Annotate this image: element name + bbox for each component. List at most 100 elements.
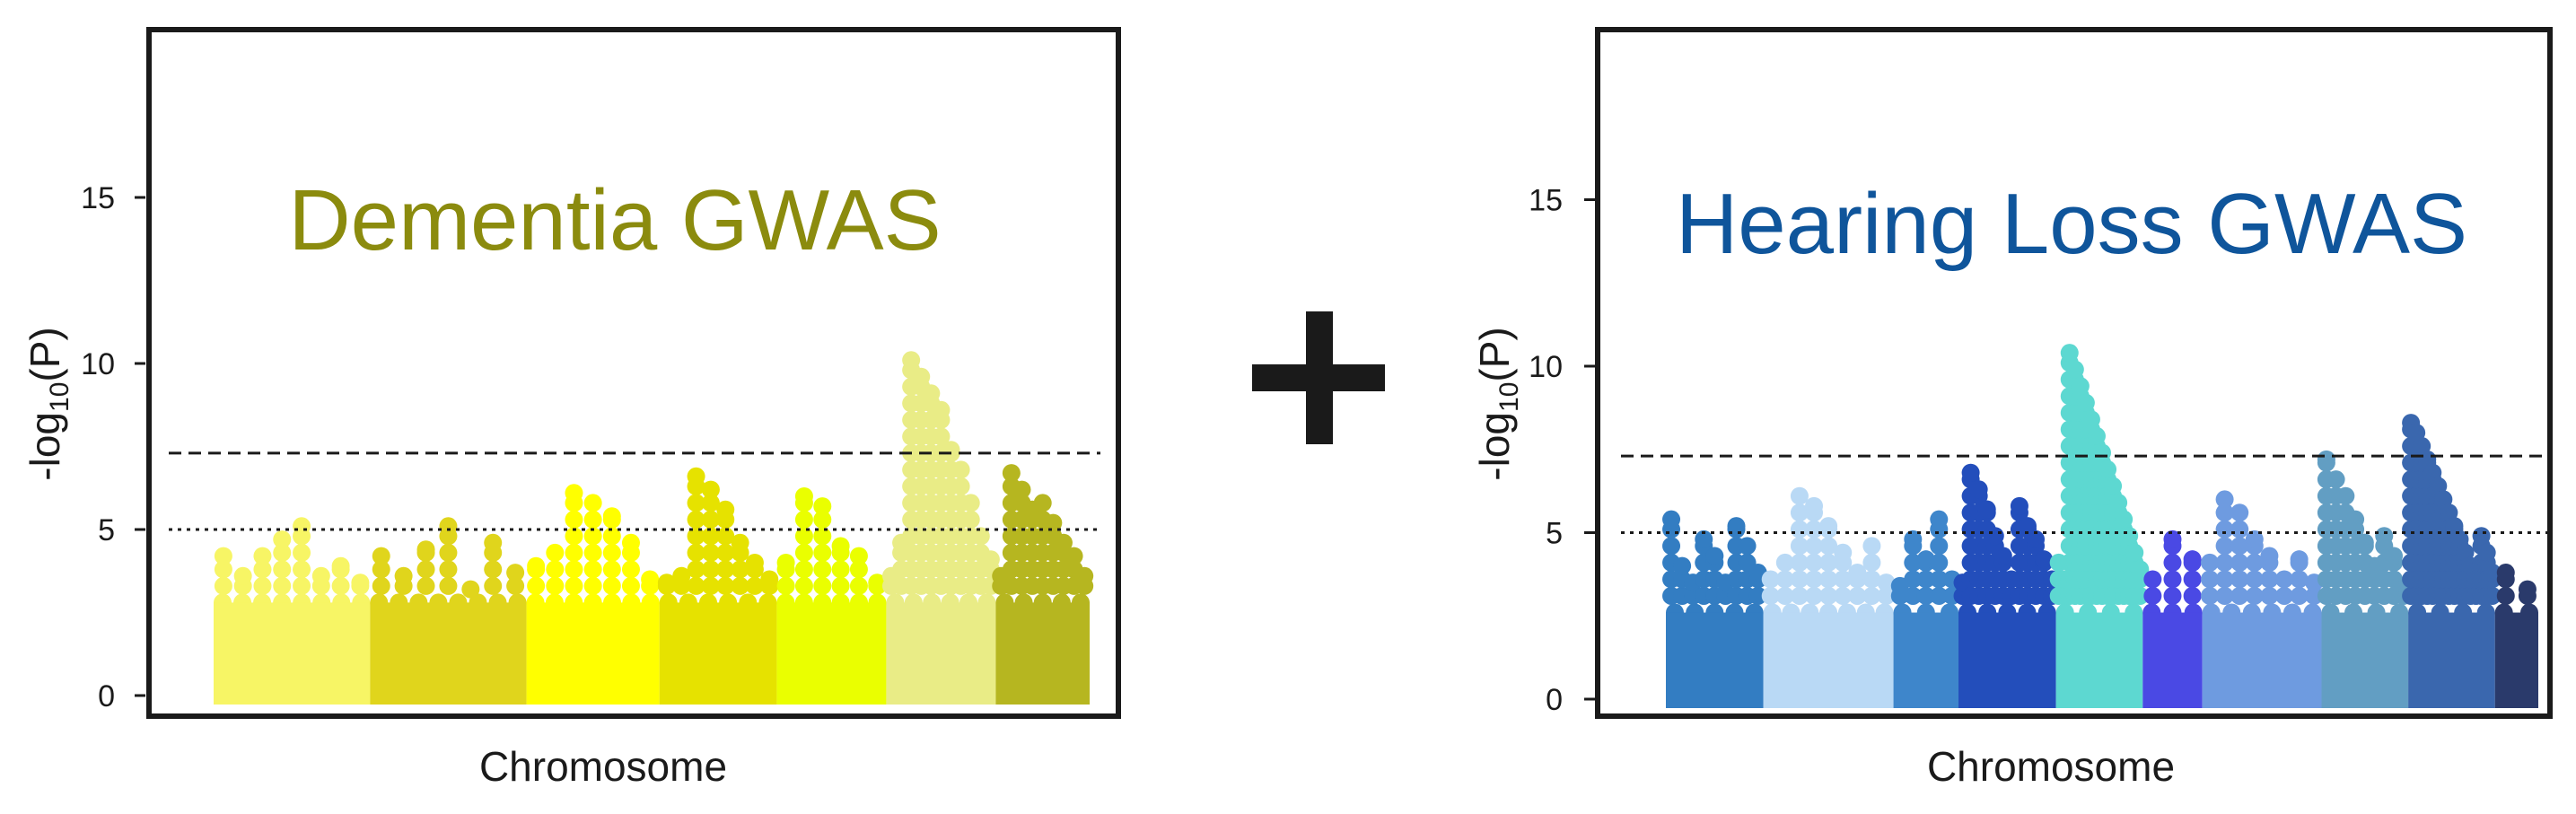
snp-point — [731, 560, 749, 579]
snp-point — [813, 510, 832, 529]
chromosome-3-block — [1893, 612, 1959, 708]
y-tick-label: 10 — [81, 347, 115, 381]
snp-point — [583, 494, 602, 512]
snp-point — [461, 580, 480, 599]
chromosome-1-block — [1666, 612, 1764, 708]
snp-point — [2215, 503, 2234, 522]
snp-point — [716, 560, 735, 579]
plot-frame — [146, 27, 1121, 719]
chart-title: Dementia GWAS — [288, 172, 941, 268]
snp-point — [2477, 543, 2496, 562]
y-tick-label: 0 — [1546, 683, 1563, 717]
snp-point — [961, 510, 980, 529]
chromosome-4-block — [659, 602, 777, 705]
snp-point — [214, 560, 232, 579]
snp-point — [253, 547, 272, 565]
snp-point — [439, 543, 458, 562]
manhattan-plot-dementia: 0 5 10 15 -log10(P) Chromosome Dementia GWAS — [22, 27, 1121, 790]
snp-point — [2143, 570, 2162, 589]
snp-point — [813, 527, 832, 546]
snp-point — [1819, 586, 1838, 605]
snp-point — [1877, 586, 1896, 605]
snp-point — [813, 543, 832, 562]
snp-point — [253, 560, 272, 579]
snp-point — [331, 576, 350, 595]
snp-point — [565, 527, 583, 546]
snp-point — [813, 497, 832, 516]
snp-point — [687, 510, 705, 529]
snp-point — [2018, 517, 2037, 536]
snp-point — [1834, 570, 1853, 589]
snp-point — [2143, 586, 2162, 605]
snp-point — [1790, 537, 1809, 556]
snp-point — [1961, 463, 1980, 482]
chromosome-1-block — [214, 602, 371, 705]
snp-point — [794, 527, 813, 546]
snp-point — [1862, 586, 1881, 605]
snp-point — [484, 560, 503, 579]
snp-point — [583, 576, 602, 595]
snp-point — [2245, 553, 2264, 572]
snp-point — [2035, 550, 2054, 569]
snp-point — [942, 441, 960, 460]
snp-point — [565, 576, 583, 595]
snp-point — [372, 576, 390, 595]
snp-point — [2230, 537, 2249, 556]
snp-point — [981, 550, 1000, 569]
snp-point — [641, 570, 660, 589]
snp-point — [233, 566, 252, 585]
snp-point — [2183, 586, 2202, 605]
snp-point — [2230, 503, 2249, 522]
snp-point — [621, 560, 640, 579]
snp-point — [2518, 580, 2537, 599]
snp-point — [794, 510, 813, 529]
snp-point — [1904, 570, 1923, 589]
manhattan-plot-hearing-loss: 0 5 10 15 -log10(P) Chromosome Hearing Loss GW… — [1471, 27, 2553, 790]
snp-point — [2010, 496, 2028, 515]
snp-point — [2200, 586, 2219, 605]
snp-point — [2163, 586, 2182, 605]
snp-point — [716, 543, 735, 562]
snp-point — [776, 576, 795, 595]
snp-point — [583, 560, 602, 579]
snp-point — [2260, 547, 2279, 565]
snp-point — [1775, 553, 1794, 572]
snp-point — [813, 576, 832, 595]
snp-point — [971, 527, 990, 546]
snp-point — [1977, 500, 1996, 519]
snp-point — [565, 560, 583, 579]
chromosome-5-block — [2055, 612, 2143, 708]
snp-point — [2496, 586, 2515, 605]
chromosome-5-block — [776, 602, 887, 705]
snp-point — [602, 507, 621, 526]
snp-point — [1695, 530, 1713, 548]
snp-point — [293, 576, 311, 595]
snp-point — [2081, 410, 2100, 429]
snp-point — [439, 560, 458, 579]
snp-point — [2346, 510, 2365, 529]
snp-point — [1819, 570, 1838, 589]
snp-point — [2245, 586, 2264, 605]
snp-point — [2163, 530, 2182, 548]
snp-point — [687, 494, 705, 512]
snp-point — [1862, 570, 1881, 589]
snp-point — [2065, 360, 2084, 379]
snp-point — [2230, 553, 2249, 572]
snp-point — [932, 427, 951, 446]
snp-point — [311, 566, 330, 585]
snp-point — [831, 537, 850, 556]
chromosome-2-block — [1763, 612, 1894, 708]
y-tick-label: 5 — [98, 513, 115, 547]
snp-point — [546, 576, 565, 595]
snp-point — [687, 527, 705, 546]
snp-point — [1805, 537, 1824, 556]
snp-point — [2093, 443, 2111, 462]
snp-point — [1877, 573, 1896, 592]
snp-point — [1662, 537, 1681, 556]
snp-point — [2230, 570, 2249, 589]
snp-point — [416, 540, 435, 559]
snp-point — [2120, 527, 2139, 546]
snp-point — [1930, 510, 1949, 529]
snp-point — [1790, 503, 1809, 522]
